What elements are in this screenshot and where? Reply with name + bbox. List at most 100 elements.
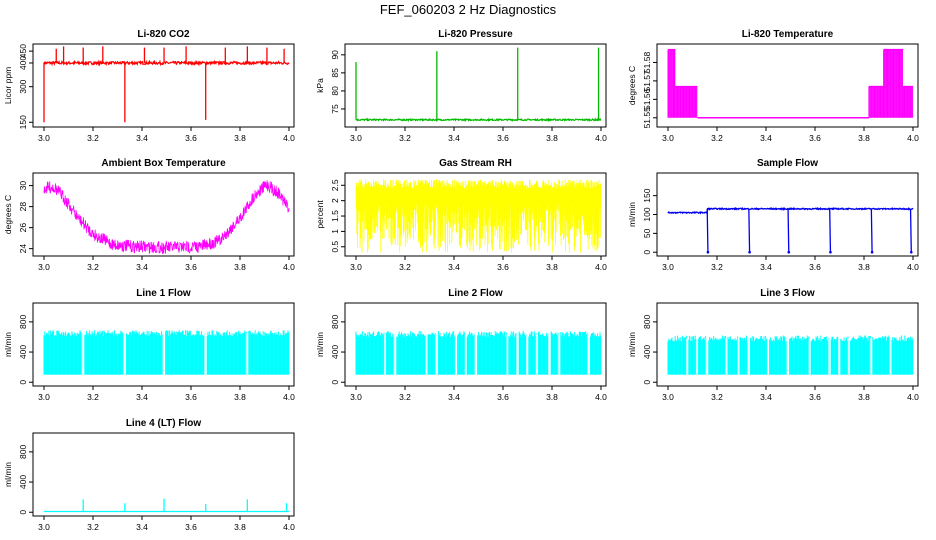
x-tick-label: 3.0 xyxy=(350,133,362,143)
x-tick-label: 3.4 xyxy=(760,262,772,272)
y-tick-label: 0 xyxy=(642,250,652,255)
plot-frame xyxy=(656,43,919,128)
y-tick-label: 450 xyxy=(18,44,28,58)
y-axis-label: degrees C xyxy=(627,66,637,105)
y-tick-label: 800 xyxy=(18,445,28,459)
x-tick-label: 3.6 xyxy=(497,392,509,402)
chart-panel-9: Line 3 Flow ml/min 3.0 3.2 3.4 3.6 3.8 4.0 0 400 8… xyxy=(627,288,919,402)
chart-title: Sample Flow xyxy=(757,158,818,169)
y-axis-label: percent xyxy=(315,200,325,229)
temperature-oscillation xyxy=(902,85,914,118)
flow-dip xyxy=(706,208,709,253)
series-line-box-temp xyxy=(43,180,290,255)
flow-dip-point xyxy=(829,250,832,254)
y-axis-label: ml/min xyxy=(627,332,637,357)
chart-panel-3: Li-820 Temperature degrees C 3.0 3.2 3.4 3.6 3… xyxy=(627,29,919,143)
x-tick-label: 3.2 xyxy=(399,392,411,402)
data-area xyxy=(43,46,290,123)
x-tick-label: 3.6 xyxy=(185,392,197,402)
chart-panel-7: Line 1 Flow ml/min 3.0 3.2 3.4 3.6 3.8 4.0 0 400 8… xyxy=(3,288,295,402)
x-tick-label: 3.0 xyxy=(662,262,674,272)
x-tick-label: 3.0 xyxy=(662,392,674,402)
y-axis-label: ml/min xyxy=(315,332,325,357)
data-area xyxy=(44,498,289,513)
y-axis-label: kPa xyxy=(315,78,325,93)
y-tick-label: 800 xyxy=(330,315,340,329)
flow-dip xyxy=(909,208,912,253)
plot-frame xyxy=(344,302,607,387)
plot-frame xyxy=(32,432,295,517)
x-tick-label: 3.6 xyxy=(809,133,821,143)
x-tick-label: 3.8 xyxy=(234,392,246,402)
x-tick-label: 3.0 xyxy=(38,392,50,402)
x-tick-label: 4.0 xyxy=(595,133,607,143)
y-axis-label: Licor ppm xyxy=(3,67,13,104)
flow-dip xyxy=(787,208,790,253)
series-line-sample xyxy=(667,206,914,215)
x-tick-label: 3.2 xyxy=(87,522,99,532)
y-tick-label: 51.57 xyxy=(642,70,652,92)
x-tick-label: 3.8 xyxy=(858,133,870,143)
x-tick-label: 4.0 xyxy=(907,133,919,143)
plot-frame xyxy=(656,302,919,387)
x-tick-label: 3.4 xyxy=(760,133,772,143)
x-tick-label: 3.2 xyxy=(399,133,411,143)
x-tick-label: 3.4 xyxy=(136,522,148,532)
y-tick-label: 50 xyxy=(642,228,652,238)
x-tick-label: 4.0 xyxy=(595,262,607,272)
chart-title: Line 2 Flow xyxy=(448,288,503,299)
x-tick-label: 3.4 xyxy=(448,262,460,272)
x-tick-label: 3.2 xyxy=(87,392,99,402)
chart-title: Ambient Box Temperature xyxy=(101,158,226,169)
y-tick-label: 51.56 xyxy=(642,88,652,110)
chart-title: Line 1 Flow xyxy=(136,288,191,299)
x-tick-label: 3.6 xyxy=(809,392,821,402)
data-area xyxy=(667,48,914,119)
x-tick-label: 4.0 xyxy=(283,133,295,143)
y-tick-label: 0.5 xyxy=(330,241,340,253)
x-tick-label: 4.0 xyxy=(907,262,919,272)
x-tick-label: 3.6 xyxy=(185,262,197,272)
data-area xyxy=(355,330,602,375)
plot-frame xyxy=(32,302,295,387)
temperature-oscillation xyxy=(883,48,904,118)
series-line-rh xyxy=(355,179,602,253)
y-axis-label: ml/min xyxy=(3,332,13,357)
y-tick-label: 0 xyxy=(642,380,652,385)
flow-dip-point xyxy=(787,250,791,254)
temperature-oscillation xyxy=(674,85,698,118)
chart-panel-6: Sample Flow ml/min 3.0 3.2 3.4 3.6 3.8 4.0 0 50 10… xyxy=(627,158,919,272)
chart-title: Gas Stream RH xyxy=(439,158,512,169)
chart-title: Li-820 CO2 xyxy=(137,29,190,40)
x-tick-label: 3.2 xyxy=(711,262,723,272)
data-area xyxy=(43,180,290,255)
x-tick-label: 3.8 xyxy=(546,392,558,402)
chart-panel-8: Line 2 Flow ml/min 3.0 3.2 3.4 3.6 3.8 4.0 0 400 8… xyxy=(315,288,607,402)
flow-dip-point xyxy=(870,250,874,254)
y-tick-label: 28 xyxy=(18,202,28,212)
y-tick-label: 400 xyxy=(330,345,340,359)
x-tick-label: 3.8 xyxy=(234,133,246,143)
y-tick-label: 24 xyxy=(18,244,28,254)
y-tick-label: 2.5 xyxy=(330,179,340,191)
x-tick-label: 3.0 xyxy=(350,262,362,272)
chart-panel-4: Ambient Box Temperature degrees C 3.0 3.2 3.… xyxy=(3,158,295,272)
x-tick-label: 3.0 xyxy=(38,133,50,143)
x-tick-label: 4.0 xyxy=(907,392,919,402)
x-tick-label: 3.6 xyxy=(497,133,509,143)
chart-panel-10: Line 4 (LT) Flow ml/min 3.0 3.2 3.4 3.6 3.8 4.0… xyxy=(3,418,295,532)
y-tick-label: 1 xyxy=(330,229,340,234)
data-area xyxy=(43,330,290,375)
y-tick-label: 150 xyxy=(642,188,652,202)
flow-dip xyxy=(829,208,832,253)
y-tick-label: 100 xyxy=(642,207,652,221)
y-tick-label: 400 xyxy=(18,475,28,489)
y-tick-label: 80 xyxy=(330,86,340,96)
x-tick-label: 3.4 xyxy=(448,392,460,402)
x-tick-label: 3.0 xyxy=(38,522,50,532)
x-tick-label: 3.8 xyxy=(858,392,870,402)
x-tick-label: 3.4 xyxy=(448,133,460,143)
y-axis-label: ml/min xyxy=(3,462,13,487)
y-tick-label: 0 xyxy=(18,510,28,515)
x-tick-label: 3.4 xyxy=(136,262,148,272)
